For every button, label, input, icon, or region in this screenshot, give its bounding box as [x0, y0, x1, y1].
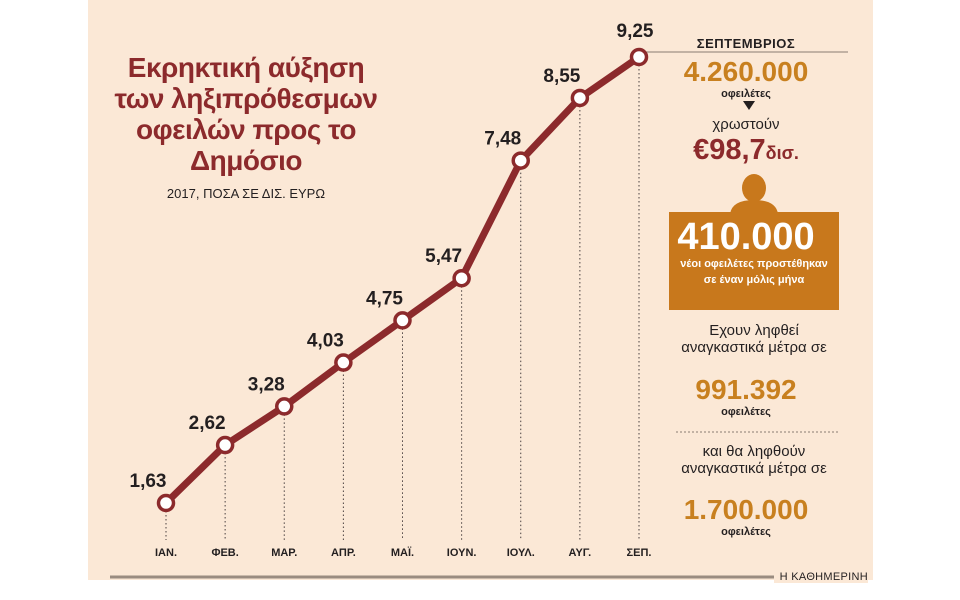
data-point: [393, 311, 412, 330]
triangle-down-icon: [743, 101, 755, 110]
measures-label: Εχουν ληφθεί αναγκαστικά μέτρα σε: [681, 322, 827, 356]
chart-subtitle: 2017, ΠΟΣΑ ΣΕ ΔΙΣ. ΕΥΡΩ: [166, 186, 326, 201]
x-tick-label: ΑΥΓ.: [569, 547, 592, 559]
future-measures-value: 1.700.000: [683, 494, 809, 525]
x-tick-label: ΦΕΒ.: [211, 547, 238, 559]
data-point: [452, 268, 471, 288]
data-label: 1,63: [130, 471, 167, 492]
data-point: [156, 493, 176, 513]
data-label: 8,55: [543, 66, 580, 87]
owe-unit: δισ.: [765, 143, 799, 163]
debtors-label: οφειλέτες: [721, 88, 771, 100]
new-debtors-value: 410.000: [677, 216, 815, 258]
sidebar-month: ΣΕΠΤΕΜΒΡΙΟΣ: [696, 36, 796, 51]
x-tick-label: ΙΑΝ.: [155, 547, 177, 559]
data-point: [570, 88, 590, 108]
data-point: [629, 47, 649, 67]
new-debtors-label: νέοι οφειλέτες προστέθηκαν σε έναν μόλις…: [680, 258, 828, 286]
measures-value: 991.392: [695, 374, 797, 405]
data-point: [215, 435, 235, 455]
future-measures-label: και θα ληφθούν αναγκαστικά μέτρα σε: [681, 443, 827, 477]
data-point: [334, 353, 353, 372]
owe-value: €98,7: [693, 134, 766, 166]
data-label: 9,25: [617, 21, 654, 42]
data-point: [275, 397, 294, 416]
data-label: 5,47: [425, 246, 462, 267]
measures-unit: οφειλέτες: [721, 406, 771, 418]
x-tick-label: ΜΑΡ.: [271, 547, 297, 559]
data-label: 3,28: [248, 374, 285, 395]
data-label: 7,48: [484, 129, 521, 150]
x-tick-label: ΙΟΥΛ.: [507, 547, 535, 559]
future-measures-unit: οφειλέτες: [721, 526, 771, 538]
person-icon: [730, 174, 778, 214]
brand-logo: Η ΚΑΘΗΜΕΡΙΝΗ: [773, 571, 868, 583]
data-point: [511, 151, 530, 170]
new-debtors-box: [669, 212, 839, 310]
x-tick-label: ΣΕΠ.: [627, 547, 652, 559]
x-tick-label: ΜΑΪ.: [391, 546, 414, 559]
x-tick-label: ΙΟΥΝ.: [447, 547, 477, 559]
x-tick-label: ΑΠΡ.: [331, 547, 356, 559]
data-label: 2,62: [189, 413, 226, 434]
data-label: 4,03: [307, 331, 344, 352]
owe-value-line: €98,7δισ.: [646, 134, 846, 167]
chart-title: Εκρηκτική αύξηση των ληξιπρόθεσμων οφειλ…: [114, 52, 378, 176]
owe-label: χρωστούν: [712, 116, 780, 133]
debtors-value: 4.260.000: [683, 56, 809, 87]
data-label: 4,75: [366, 288, 403, 309]
